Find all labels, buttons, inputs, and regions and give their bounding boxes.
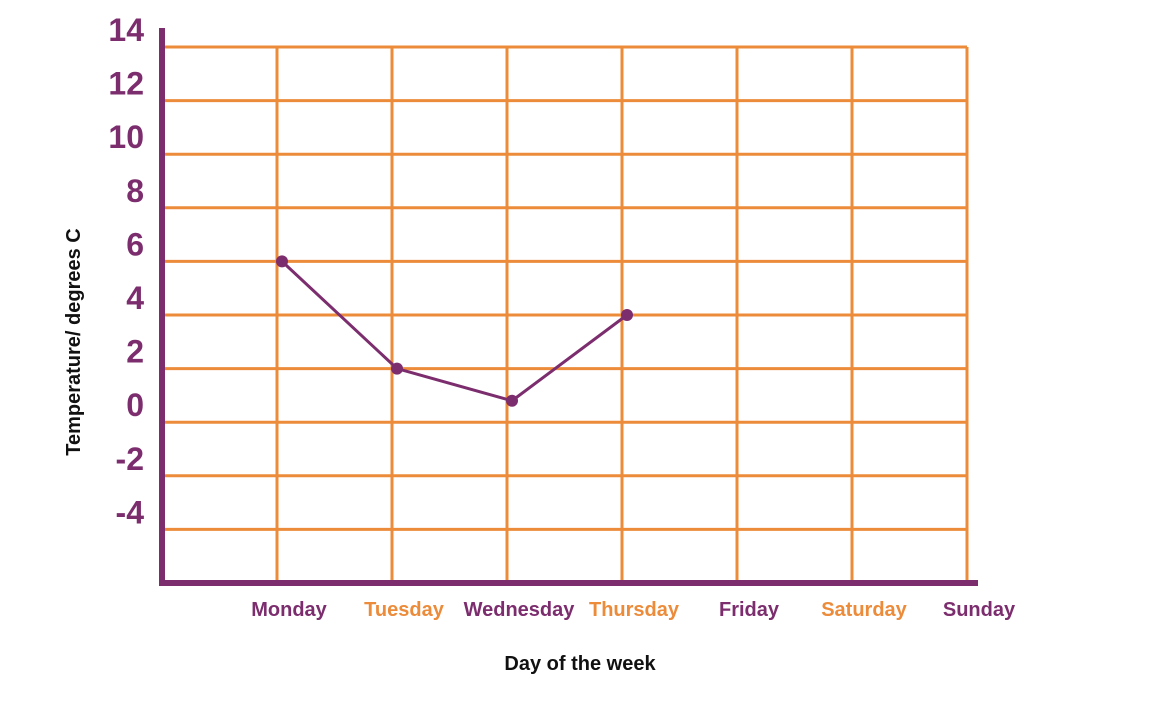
y-tick-label: 4: [126, 280, 144, 316]
x-tick-labels: Monday Tuesday Wednesday Thursday Friday…: [251, 599, 1016, 621]
x-tick-label: Monday: [251, 599, 327, 621]
x-tick-label: Thursday: [589, 599, 680, 621]
series-group: [276, 255, 633, 407]
y-tick-labels: 14 12 10 8 6 4 2 0 -2 -4: [108, 12, 144, 530]
y-tick-label: 8: [126, 173, 144, 209]
y-tick-label: -2: [116, 441, 144, 477]
x-tick-label: Tuesday: [364, 599, 445, 621]
y-tick-label: 6: [126, 226, 144, 262]
series-line: [280, 260, 628, 403]
y-tick-label: 2: [126, 334, 144, 370]
x-tick-label: Saturday: [821, 599, 907, 621]
x-tick-label: Friday: [719, 599, 780, 621]
y-tick-label: 0: [126, 387, 144, 423]
data-point: [506, 394, 518, 407]
data-point: [391, 362, 403, 375]
grid-lines: [162, 45, 969, 583]
axes: [159, 28, 978, 586]
y-tick-label: -4: [116, 494, 145, 530]
y-tick-label: 10: [108, 119, 144, 155]
x-tick-label: Sunday: [943, 599, 1016, 621]
data-point: [276, 255, 288, 268]
y-axis-title: Temperature/ degrees C: [63, 228, 85, 456]
x-axis-title: Day of the week: [504, 653, 656, 675]
y-tick-label: 12: [108, 66, 144, 102]
data-point: [621, 309, 633, 321]
y-tick-label: 14: [108, 12, 144, 48]
x-tick-label: Wednesday: [464, 599, 576, 621]
